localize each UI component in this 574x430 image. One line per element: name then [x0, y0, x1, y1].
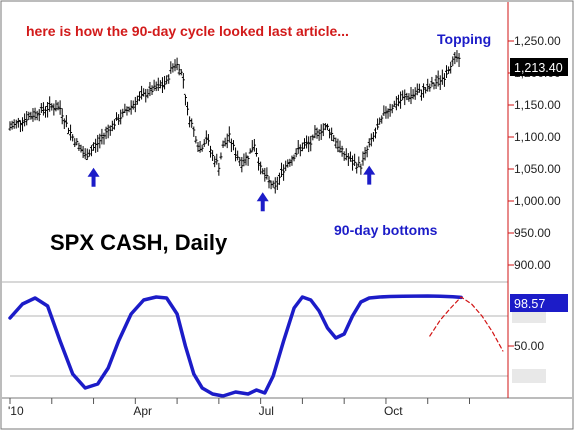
arrow-head	[363, 165, 376, 175]
y-tick-label: 1,100.00	[514, 130, 561, 144]
bottom-arrow-icon	[87, 167, 100, 187]
x-tick-label: '10	[8, 404, 24, 418]
arrow-shaft	[91, 175, 96, 187]
y-tick-label: 1,050.00	[514, 162, 561, 176]
osc-reference-tag	[512, 309, 546, 323]
x-tick-label: Jul	[259, 404, 274, 418]
y-tick-label: 900.00	[514, 258, 551, 272]
x-tick-label: Oct	[384, 404, 403, 418]
osc-tick-label: 50.00	[514, 339, 544, 353]
y-tick-label: 1,150.00	[514, 98, 561, 112]
arrow-shaft	[367, 173, 372, 185]
header-annotation: here is how the 90-day cycle looked last…	[26, 23, 349, 39]
arrow-head	[256, 192, 269, 202]
last-price-box	[510, 58, 568, 76]
chart-title: SPX CASH, Daily	[50, 230, 228, 255]
y-tick-label: 1,000.00	[514, 194, 561, 208]
last-price-label: 1,213.40	[514, 61, 563, 75]
bottom-arrow-icon	[363, 165, 376, 185]
bottom-markers	[87, 165, 376, 212]
oscillator-panel	[8, 294, 504, 398]
y-tick-label: 950.00	[514, 226, 551, 240]
x-tick-label: Apr	[133, 404, 152, 418]
osc-reference-tag	[512, 369, 546, 383]
last-osc-box	[510, 294, 568, 312]
grid-lines	[2, 281, 508, 377]
oscillator-line	[8, 294, 463, 398]
y-tick-label: 1,250.00	[514, 34, 561, 48]
projected-cycle-line	[429, 296, 504, 352]
bottoms-annotation: 90-day bottoms	[334, 222, 438, 238]
bottom-arrow-icon	[256, 192, 269, 212]
arrow-head	[87, 167, 100, 177]
price-bars	[8, 50, 461, 194]
last-osc-label: 98.57	[514, 297, 545, 311]
topping-annotation: Topping	[437, 31, 491, 47]
arrow-shaft	[260, 200, 265, 212]
